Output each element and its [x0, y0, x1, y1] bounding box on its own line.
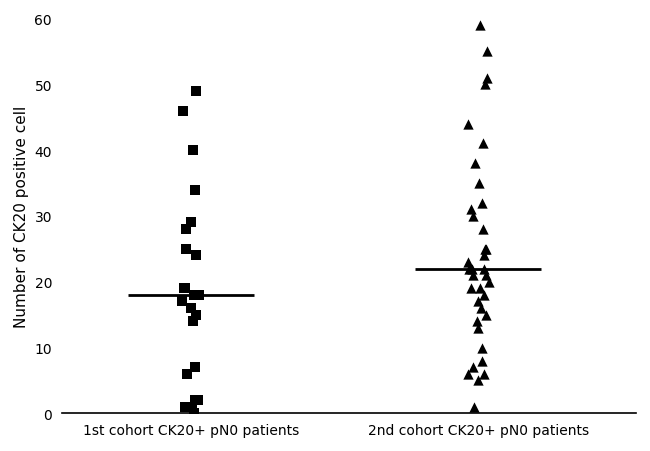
Point — [180, 285, 190, 292]
Point — [480, 246, 490, 253]
Point — [190, 88, 201, 95]
Point — [179, 403, 190, 410]
Point — [470, 160, 480, 167]
Point — [190, 397, 200, 404]
Point — [463, 370, 473, 377]
Point — [177, 108, 188, 115]
Point — [473, 377, 483, 384]
Point — [187, 403, 197, 410]
Point — [476, 357, 487, 364]
Point — [478, 226, 488, 233]
Point — [190, 364, 200, 371]
Point — [468, 213, 478, 220]
Point — [177, 298, 188, 305]
Point — [462, 121, 473, 128]
Point — [473, 324, 484, 331]
Point — [473, 298, 483, 305]
Point — [481, 272, 491, 279]
Point — [476, 200, 487, 207]
Point — [191, 311, 202, 318]
Point — [188, 147, 198, 154]
Point — [190, 187, 200, 194]
Point — [474, 285, 485, 292]
Point — [184, 403, 194, 410]
Point — [464, 265, 474, 272]
Point — [473, 180, 484, 187]
Point — [182, 370, 192, 377]
Point — [188, 410, 199, 417]
Point — [479, 370, 489, 377]
Point — [477, 141, 488, 148]
Point — [190, 252, 201, 259]
Point — [482, 49, 493, 56]
Point — [480, 82, 491, 89]
Point — [472, 318, 482, 325]
Point — [467, 265, 477, 272]
Point — [186, 219, 196, 226]
Point — [465, 285, 476, 292]
Point — [193, 397, 203, 404]
Point — [481, 311, 491, 318]
Point — [179, 285, 189, 292]
Point — [194, 292, 204, 299]
Point — [481, 246, 491, 253]
Point — [479, 265, 489, 272]
Point — [181, 246, 191, 253]
Point — [482, 75, 492, 82]
Point — [475, 22, 486, 29]
Point — [484, 278, 494, 285]
Point — [477, 344, 488, 351]
Point — [189, 292, 200, 299]
Y-axis label: Number of CK20 positive cell: Number of CK20 positive cell — [14, 106, 29, 327]
Point — [188, 318, 198, 325]
Point — [466, 206, 476, 213]
Point — [469, 403, 480, 410]
Point — [479, 252, 489, 259]
Point — [467, 364, 478, 371]
Point — [186, 305, 196, 312]
Point — [181, 226, 192, 233]
Point — [467, 272, 478, 279]
Point — [476, 305, 486, 312]
Point — [479, 292, 489, 299]
Point — [462, 259, 473, 266]
